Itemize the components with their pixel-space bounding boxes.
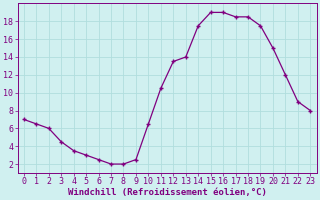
X-axis label: Windchill (Refroidissement éolien,°C): Windchill (Refroidissement éolien,°C) [68, 188, 267, 197]
